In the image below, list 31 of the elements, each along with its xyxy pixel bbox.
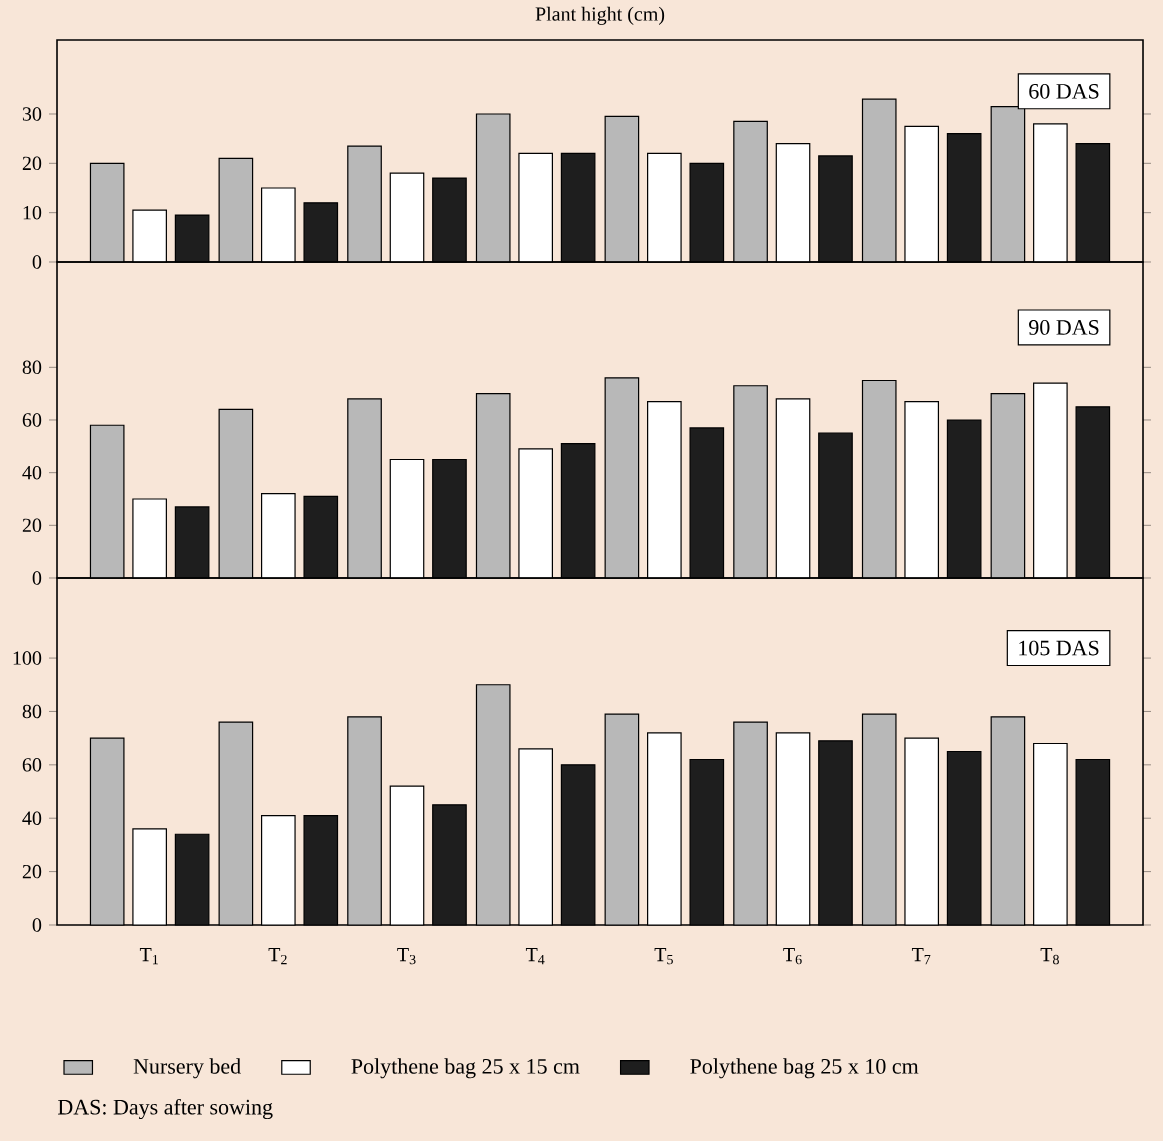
- legend-label: Nursery bed: [133, 1058, 241, 1079]
- y-tick-label: 20: [22, 518, 42, 533]
- x-tick-label: T$_{5}$: [654, 948, 673, 965]
- x-tick-label: T$_{7}$: [911, 948, 931, 965]
- y-tick-label: 60: [22, 758, 42, 772]
- y-tick-label: 60: [22, 413, 42, 427]
- y-tick-label: 10: [23, 205, 42, 220]
- chart-title: Plant hight (cm): [535, 6, 665, 25]
- text: DAS: Days after sowing: [58, 1098, 273, 1120]
- y-tick-label: 20: [22, 864, 42, 879]
- x-tick-label: T$_{3}$: [397, 948, 416, 965]
- x-tick-label: T$_{6}$: [783, 948, 802, 965]
- y-tick-label: 0: [32, 571, 42, 585]
- y-tick-label: 100: [13, 651, 42, 665]
- y-tick-label: 40: [22, 811, 42, 825]
- y-tick-label: 0: [32, 918, 42, 932]
- y-tick-label: 0: [32, 255, 42, 269]
- y-tick-label: 80: [22, 360, 42, 375]
- legend-label: Polythene bag 25 x 10 cm: [690, 1058, 919, 1079]
- y-tick-label: 30: [22, 107, 42, 121]
- y-tick-label: 40: [22, 465, 42, 480]
- legend-label: Polythene bag 25 x 15 cm: [351, 1058, 580, 1079]
- y-tick-label: 20: [22, 156, 42, 171]
- x-tick-label: T$_{4}$: [525, 948, 545, 965]
- x-tick-label: T$_{8}$: [1040, 948, 1059, 965]
- annotation: 90 DAS: [1029, 320, 1099, 335]
- x-tick-label: T$_{1}$: [139, 948, 158, 965]
- annotation: 105 DAS: [1019, 640, 1099, 656]
- y-tick-label: 80: [22, 704, 42, 719]
- annotation: 60 DAS: [1029, 83, 1099, 99]
- x-tick-label: T$_{2}$: [268, 948, 287, 965]
